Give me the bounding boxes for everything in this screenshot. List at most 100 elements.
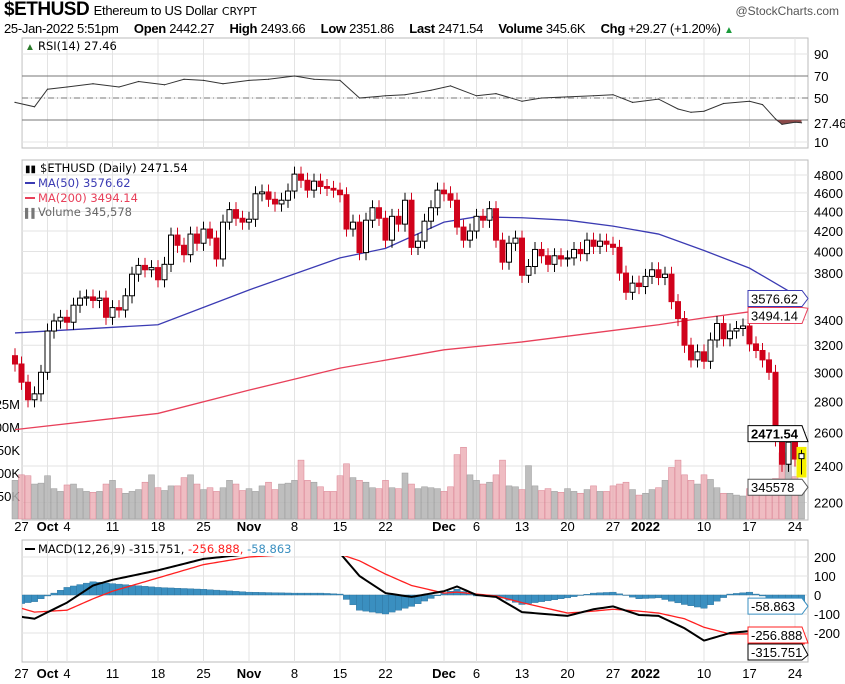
rsi-point [592,95,595,97]
x-tick-label: Dec [432,519,456,534]
candle-body [759,349,766,361]
x-tick-label: 27 [14,519,28,534]
signal-line [22,556,805,645]
candle-body [506,242,512,263]
rsi-tick-label: 70 [814,69,828,84]
macd-histogram-bar [752,593,760,596]
candle-body [655,269,662,279]
chart-title: $ETHUSD Ethereum to US Dollar CRYPT [4,0,257,20]
rsi-point [449,85,452,87]
candle-body [181,244,187,256]
candle-body [252,193,259,220]
symbol: $ETHUSD [4,0,90,20]
candle-body [337,189,343,196]
macd-legend-value: -315.751 [129,542,181,556]
candle-body [272,198,278,205]
volume-bar [388,487,396,520]
volume-bar [440,491,448,520]
rsi-point [118,86,120,88]
candle-body [18,363,25,383]
volume-bar [603,491,610,520]
rsi-point [404,94,406,96]
candle-body [623,272,629,293]
volume-bar [193,483,201,520]
volume-bar [648,489,656,520]
candle-body [746,325,753,345]
volume-bar [674,459,682,520]
macd-histogram-bar [681,594,688,605]
volume-bar [252,491,259,520]
rsi-point [475,95,478,97]
rsi-panel: ▲ 90 70 50 10 27.46 [14,42,845,150]
candle-body [382,217,389,241]
macd-histogram-bar [661,594,669,600]
candle-body [460,226,467,241]
price-tick-label: 4800 [814,168,843,183]
volume-bar [96,491,103,520]
candle-body [733,327,740,332]
price-tick-label: 2200 [814,496,843,511]
macd-histogram-bar [284,592,292,596]
macd-histogram-bar [635,594,643,599]
x-tick-label: 15 [333,519,347,534]
candle-body [57,316,64,322]
x-tick-label: 10 [697,519,711,534]
candle-body [564,257,571,260]
candle-body [785,441,792,465]
volume-bar [11,480,19,520]
volume-bar [408,483,415,520]
macd-histogram-bar [655,594,662,599]
candle-body [142,264,148,271]
macd-hist-tag: -58.863 [751,599,795,614]
volume-bar [473,480,480,520]
x-tick-label: Nov [237,666,262,681]
rsi-point [92,83,94,85]
macd-histogram-bar [24,594,32,603]
candle-body [122,295,129,311]
candle-body [135,264,142,275]
x-tick-label: 17 [742,666,756,681]
x-tick-label: Oct [37,666,59,681]
volume-bar [278,483,285,520]
candle-body [519,237,525,276]
macd-histogram-bar [304,592,311,596]
macd-plot [22,556,805,656]
rsi-point [137,80,140,83]
volume-bar [505,485,513,520]
volume-bar [564,488,571,520]
candle-body [701,351,707,362]
candle-body [311,180,317,191]
rsi-point [267,78,270,80]
rsi-tick-label: 10 [814,135,828,150]
macd-histogram-bar [642,594,649,599]
volume-bar [330,491,337,520]
volume-bar [336,475,344,520]
rsi-point [612,94,614,96]
candle-body [473,215,480,232]
volume-bar [382,480,389,520]
macd-histogram-bar [50,592,58,596]
rsi-point [657,98,660,100]
candle-body [155,267,161,281]
x-tick-label: 10 [697,666,711,681]
volume-bar [317,486,324,520]
volume-value: 345.6K [545,21,586,36]
candle-body [168,234,174,265]
candle-body [662,273,668,279]
rsi-point [313,78,315,80]
macd-histogram-bar [109,583,116,596]
volume-bar [89,492,97,520]
candle-body [324,186,330,189]
volume-bar [427,487,435,520]
ma200-line [14,307,802,431]
volume-bar [395,488,402,520]
volume-tag-box [747,478,809,496]
volume-bar [83,491,90,520]
macd-histogram-bar [232,591,240,596]
macd-histogram-bar [382,594,389,615]
last-label: Last [409,21,435,36]
rsi-point [703,110,705,112]
candle-body [441,189,447,195]
candle-body [720,322,727,340]
macd-swatch [25,548,35,550]
